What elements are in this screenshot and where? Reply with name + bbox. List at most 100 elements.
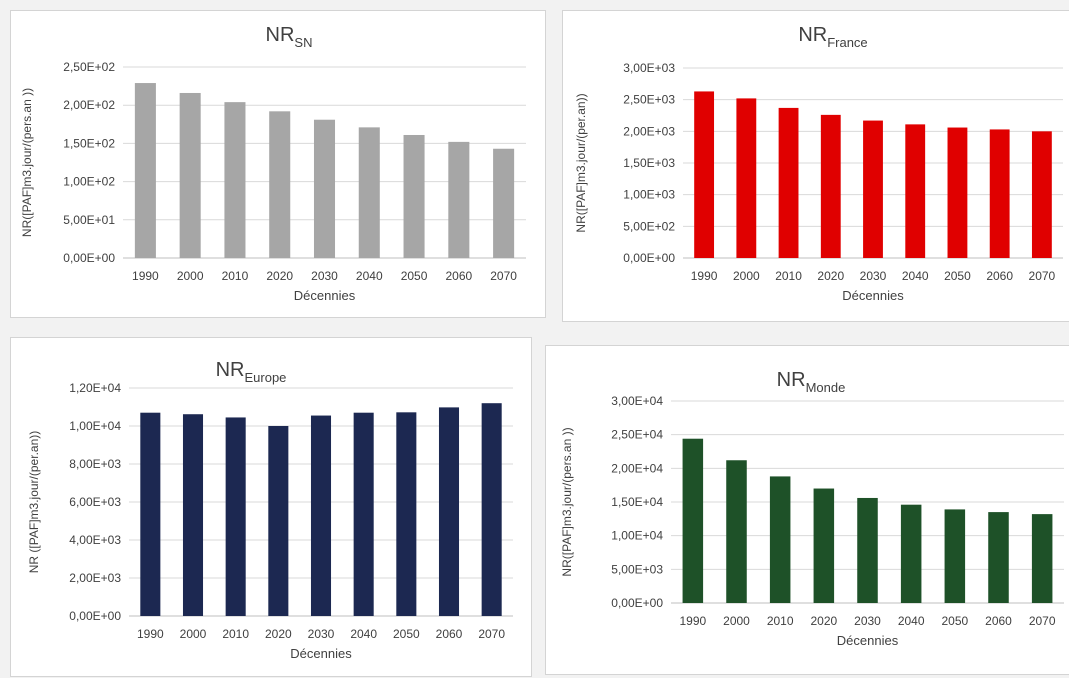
bar-2000 (182, 414, 204, 616)
bar-2030 (863, 120, 883, 258)
x-tick-label: 2040 (902, 269, 929, 283)
x-tick-label: 2020 (810, 614, 837, 628)
x-tick-label: 1990 (679, 614, 706, 628)
x-tick-label: 2020 (265, 627, 292, 641)
chart-title-subscript: Europe (244, 370, 286, 385)
y-tick-label: 5,00E+03 (611, 562, 663, 576)
chart-title: NRMonde (777, 369, 846, 395)
bar-2060 (448, 141, 470, 258)
bar-2040 (900, 504, 922, 603)
y-tick-label: 6,00E+03 (69, 495, 121, 509)
x-tick-label: 2070 (1029, 269, 1056, 283)
x-axis-label: Décennies (294, 288, 356, 303)
x-tick-label: 2040 (350, 627, 377, 641)
y-tick-label: 1,50E+03 (623, 156, 675, 170)
x-tick-label: 2050 (401, 269, 428, 283)
y-tick-label: 2,00E+03 (623, 124, 675, 138)
x-tick-label: 2010 (767, 614, 794, 628)
x-tick-label: 2070 (490, 269, 517, 283)
bar-2060 (989, 129, 1010, 258)
bar-2010 (769, 476, 791, 603)
bar-2010 (778, 107, 799, 259)
x-tick-label: 2030 (308, 627, 335, 641)
chart-title: NRFrance (798, 24, 867, 50)
y-tick-label: 1,50E+04 (611, 495, 663, 509)
bar-2020 (269, 111, 291, 258)
bar-2070 (1031, 514, 1053, 603)
bar-2050 (403, 134, 425, 258)
x-tick-label: 2010 (222, 627, 249, 641)
y-axis-label: NR([PAF]m3.jour/(pers.an )) (560, 427, 574, 576)
x-tick-label: 1990 (691, 269, 718, 283)
x-tick-label: 2030 (311, 269, 338, 283)
x-tick-label: 2060 (985, 614, 1012, 628)
y-tick-label: 1,50E+02 (63, 136, 115, 150)
chart-france: NRFrance 0,00E+00 5,00E+02 1,00E+03 1,50E+03… (574, 24, 1063, 303)
x-tick-label: 1990 (132, 269, 159, 283)
bar-1990 (140, 412, 161, 616)
chart-sn: NRSN 0,00E+00 5,00E+01 1,00E+02 1,50E+02 2,00… (20, 24, 526, 303)
bar-2040 (905, 124, 926, 258)
x-tick-label: 2030 (860, 269, 887, 283)
bar-2000 (179, 92, 201, 258)
x-tick-label: 2070 (478, 627, 505, 641)
y-tick-label: 5,00E+01 (63, 213, 115, 227)
bar-2070 (493, 148, 515, 258)
bar-1990 (134, 83, 156, 258)
bar-2030 (313, 119, 336, 258)
chart-panel-france: NRFrance 0,00E+00 5,00E+02 1,00E+03 1,50E+03… (562, 10, 1069, 322)
chart-title-subscript: France (827, 35, 867, 50)
x-tick-label: 2040 (356, 269, 383, 283)
x-tick-label: 2040 (898, 614, 925, 628)
y-tick-label: 0,00E+00 (611, 596, 663, 610)
chart-title-subscript: Monde (806, 380, 846, 395)
chart-panel-monde: NRMonde 0,00E+00 5,00E+03 1,00E+04 1,50E+04 2… (545, 345, 1069, 675)
x-axis-label: Décennies (290, 646, 352, 661)
bar-2020 (813, 488, 835, 603)
x-tick-label: 2060 (436, 627, 463, 641)
y-tick-label: 3,00E+03 (623, 61, 675, 75)
y-axis-label: NR ([PAF]m3.jour/(per.an)) (27, 431, 41, 573)
chart-panel-sn: NRSN 0,00E+00 5,00E+01 1,00E+02 1,50E+02 2,00… (10, 10, 546, 318)
y-tick-label: 1,00E+04 (611, 529, 663, 543)
bar-1990 (682, 438, 704, 603)
chart-title: NRSN (266, 24, 313, 50)
y-tick-label: 2,50E+03 (623, 93, 675, 107)
y-tick-label: 0,00E+00 (623, 251, 675, 265)
y-tick-label: 5,00E+02 (623, 219, 675, 233)
bar-2070 (1031, 131, 1052, 258)
bar-2020 (820, 114, 841, 258)
y-tick-label: 2,00E+02 (63, 98, 115, 112)
x-tick-label: 2060 (445, 269, 472, 283)
x-tick-label: 2050 (393, 627, 420, 641)
bar-2030 (310, 415, 332, 616)
bar-2050 (396, 412, 417, 616)
bar-2040 (358, 127, 380, 258)
x-tick-label: 2000 (723, 614, 750, 628)
x-tick-label: 2030 (854, 614, 881, 628)
y-tick-label: 2,00E+04 (611, 461, 663, 475)
bar-2010 (225, 417, 246, 616)
bar-2060 (438, 407, 460, 616)
y-tick-label: 1,00E+03 (623, 188, 675, 202)
bar-2000 (736, 98, 757, 259)
chart-title-subscript: SN (294, 35, 312, 50)
y-tick-label: 1,20E+04 (69, 381, 121, 395)
y-axis-label: NR([PAF]m3.jour/(pers.an )) (20, 88, 34, 237)
bar-2020 (268, 426, 289, 616)
y-tick-label: 4,00E+03 (69, 533, 121, 547)
x-tick-label: 2020 (266, 269, 293, 283)
chart-title: NREurope (216, 359, 287, 385)
y-tick-label: 1,00E+04 (69, 419, 121, 433)
bar-1990 (694, 91, 715, 258)
bar-2050 (947, 127, 968, 259)
x-axis-label: Décennies (837, 633, 899, 648)
x-tick-label: 2050 (944, 269, 971, 283)
bar-2060 (988, 512, 1009, 603)
x-tick-label: 2000 (733, 269, 760, 283)
x-tick-label: 2020 (817, 269, 844, 283)
y-tick-label: 8,00E+03 (69, 457, 121, 471)
y-tick-label: 0,00E+00 (63, 251, 115, 265)
x-tick-label: 2010 (222, 269, 249, 283)
bar-2070 (481, 403, 502, 616)
